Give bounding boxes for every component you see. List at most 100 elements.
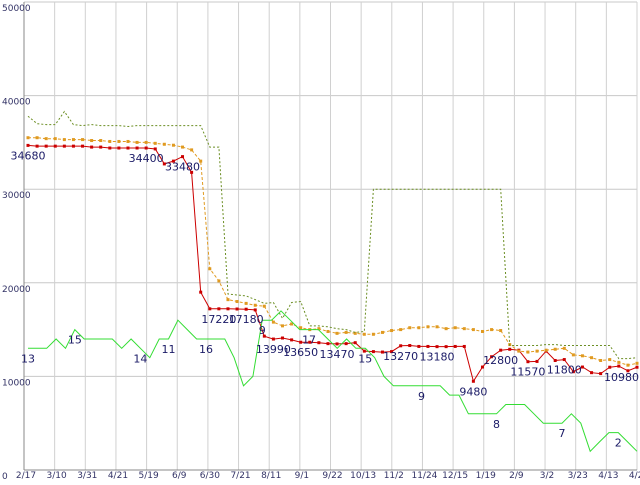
series-2-marker <box>262 304 266 308</box>
count-data-label: 8 <box>493 418 500 431</box>
y-tick-label: 0 <box>2 472 8 480</box>
series-1-marker <box>90 145 94 149</box>
series-1-marker <box>162 162 166 166</box>
count-data-label: 15 <box>358 352 372 365</box>
x-tick-label: 2/9 <box>509 471 524 480</box>
price-data-label: 13650 <box>283 346 318 359</box>
series-2-marker <box>571 353 575 357</box>
series-2-marker <box>444 327 448 331</box>
series-2-marker <box>190 148 194 152</box>
series-2-marker <box>299 326 303 330</box>
series-2-marker <box>435 325 439 329</box>
series-1-marker <box>380 350 384 354</box>
series-1-marker <box>599 372 603 376</box>
series-2-marker <box>199 159 203 163</box>
x-tick-label: 3/31 <box>77 471 97 480</box>
series-2-marker <box>526 350 530 354</box>
series-2-marker <box>490 328 494 332</box>
series-2-marker <box>117 139 121 143</box>
series-2-marker <box>144 140 148 144</box>
series-1-marker <box>181 155 185 159</box>
series-2-marker <box>281 324 285 328</box>
series-2-marker <box>290 322 294 326</box>
series-2-marker <box>126 139 130 143</box>
series-1-marker <box>608 365 612 369</box>
series-2-marker <box>90 139 94 143</box>
x-tick-label: 3/23 <box>568 471 588 480</box>
price-data-label: 13180 <box>420 351 455 364</box>
x-tick-label: 9/1 <box>295 471 309 480</box>
series-2-marker <box>608 358 612 362</box>
series-2-marker <box>553 347 557 351</box>
price-data-label: 13470 <box>320 348 355 361</box>
series-2-marker <box>562 346 566 350</box>
series-1-marker <box>190 170 194 174</box>
count-data-label: 17 <box>302 334 316 347</box>
series-2-marker <box>153 141 157 145</box>
series-1-marker <box>26 143 30 147</box>
series-1-marker <box>281 336 285 340</box>
series-1-marker <box>435 345 439 349</box>
series-1-marker <box>153 147 157 151</box>
x-tick-label: 4/13 <box>598 471 618 480</box>
x-tick-label: 4/21 <box>108 471 128 480</box>
series-2-marker <box>371 332 375 336</box>
y-tick-label: 20000 <box>2 285 31 295</box>
series-1-marker <box>553 358 557 362</box>
series-1-marker <box>262 334 266 338</box>
price-data-label: 11800 <box>547 364 582 377</box>
series-1-marker <box>299 340 303 344</box>
count-data-label: 14 <box>133 352 147 365</box>
series-2-marker <box>362 332 366 336</box>
count-data-label: 16 <box>199 343 213 356</box>
count-data-label: 2 <box>615 437 622 450</box>
series-2-marker <box>244 301 248 305</box>
price-data-label: 9480 <box>459 385 487 398</box>
y-tick-label: 30000 <box>2 191 31 201</box>
series-2-marker <box>453 326 457 330</box>
price-data-label: 17220 <box>201 313 236 326</box>
series-1-marker <box>217 307 221 311</box>
count-data-label: 7 <box>559 427 566 440</box>
series-2-marker <box>271 320 275 324</box>
price-data-label: 33480 <box>165 161 200 174</box>
series-2-marker <box>181 145 185 149</box>
series-2-marker <box>626 363 630 367</box>
series-1-marker <box>453 344 457 348</box>
x-tick-label: 7/21 <box>230 471 250 480</box>
series-1-marker <box>290 338 294 342</box>
series-1-marker <box>144 146 148 150</box>
x-tick-label: 3/2 <box>540 471 554 480</box>
series-1-marker <box>526 360 530 364</box>
x-tick-label: 3/10 <box>47 471 67 480</box>
series-2-marker <box>253 303 257 307</box>
series-2-marker <box>471 328 475 332</box>
series-2-marker <box>108 139 112 143</box>
x-tick-label: 6/9 <box>172 471 187 480</box>
series-lines <box>26 110 639 453</box>
series-1-marker <box>490 355 494 359</box>
price-data-label: 34680 <box>11 149 46 162</box>
series-2-marker <box>26 136 30 140</box>
x-tick-label: 1/19 <box>476 471 496 480</box>
series-2-marker <box>390 329 394 333</box>
x-tick-label: 5/19 <box>138 471 158 480</box>
count-data-label: 9 <box>259 324 266 337</box>
series-1-marker <box>426 344 430 348</box>
series-1-marker <box>44 144 48 148</box>
series-2-marker <box>580 354 584 358</box>
x-tick-label: 9/22 <box>322 471 342 480</box>
x-axis-ticks: 2/17 3/10 3/31 4/21 5/19 6/9 6/30 7/21 8/11 9/1 9/… <box>16 471 640 481</box>
series-1-marker <box>617 364 621 368</box>
series-1-marker <box>253 308 257 312</box>
series-2-marker <box>517 349 521 353</box>
series-1-marker <box>408 344 412 348</box>
x-tick-label: 11/2 <box>384 471 404 480</box>
price-data-label: 34400 <box>129 152 164 165</box>
count-data-label: 15 <box>68 334 82 347</box>
y-tick-label: 40000 <box>2 98 31 108</box>
series-1-marker <box>462 344 466 348</box>
series-1-marker <box>626 369 630 373</box>
